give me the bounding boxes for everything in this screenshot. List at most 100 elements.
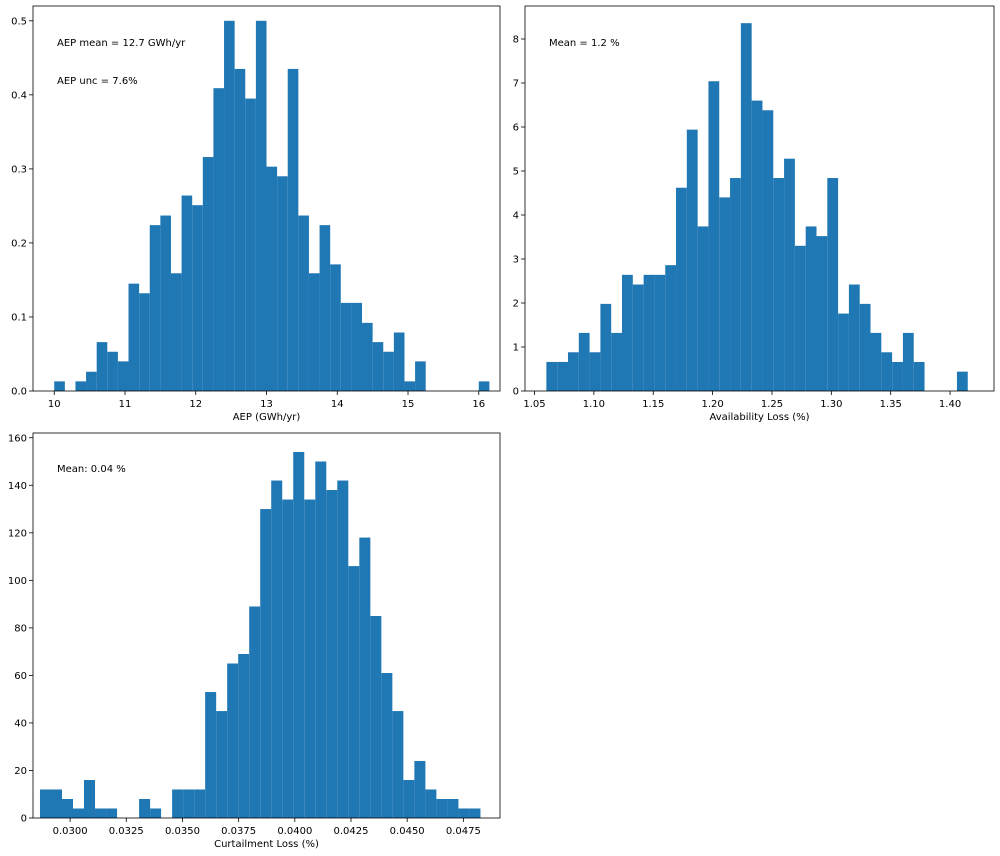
curtailment-bars bbox=[39, 452, 481, 818]
curtailment-x-ticks: 0.0300 0.0325 0.0350 0.0375 0.0400 0.0425 0.04… bbox=[53, 818, 481, 837]
availability-y-tick-label: 2 bbox=[513, 299, 519, 310]
availability-bar bbox=[794, 245, 806, 391]
availability-bars bbox=[546, 23, 968, 392]
availability-bar bbox=[600, 303, 612, 391]
aep-bars bbox=[54, 20, 490, 392]
aep-bar bbox=[96, 342, 108, 391]
availability-bar bbox=[665, 265, 677, 391]
aep-bar bbox=[340, 302, 352, 391]
aep-uncertainty-annotation: AEP unc = 7.6% bbox=[57, 76, 138, 87]
availability-y-tick-label: 0 bbox=[513, 387, 519, 398]
aep-x-tick-label: 14 bbox=[331, 399, 344, 410]
aep-bar bbox=[149, 225, 161, 391]
aep-bar bbox=[202, 157, 214, 391]
availability-bar bbox=[913, 361, 925, 391]
availability-bar bbox=[643, 274, 655, 391]
availability-mean-annotation: Mean = 1.2 % bbox=[549, 38, 620, 49]
curtailment-bar bbox=[205, 692, 217, 818]
availability-bar bbox=[773, 178, 785, 391]
availability-bar bbox=[902, 332, 914, 391]
curtailment-bar bbox=[304, 499, 316, 818]
availability-bar bbox=[870, 332, 882, 391]
availability-bar bbox=[578, 332, 590, 391]
aep-y-tick-label: 0.1 bbox=[11, 312, 27, 323]
aep-bar bbox=[181, 195, 193, 391]
availability-bar bbox=[557, 361, 568, 391]
aep-bar bbox=[372, 342, 384, 391]
aep-bar bbox=[478, 381, 490, 392]
availability-bar bbox=[567, 352, 579, 391]
availability-x-tick-label: 1.25 bbox=[761, 399, 783, 410]
availability-bar bbox=[611, 332, 622, 391]
curtailment-bar bbox=[183, 789, 195, 818]
curtailment-mean-annotation: Mean: 0.04 % bbox=[57, 464, 126, 475]
aep-bar bbox=[255, 20, 267, 392]
availability-bar bbox=[859, 303, 871, 391]
aep-bar bbox=[139, 293, 150, 391]
curtailment-bar bbox=[458, 808, 470, 818]
availability-bar bbox=[805, 226, 817, 391]
curtailment-bar bbox=[150, 808, 162, 818]
curtailment-y-tick-label: 20 bbox=[14, 766, 27, 777]
curtailment-y-ticks: 0 20 40 60 80 100 120 140 160 bbox=[8, 433, 33, 825]
curtailment-bar bbox=[238, 654, 250, 818]
aep-x-tick-label: 13 bbox=[260, 399, 273, 410]
curtailment-x-tick-label: 0.0450 bbox=[390, 826, 425, 837]
availability-bar bbox=[546, 361, 558, 391]
curtailment-bar bbox=[39, 789, 51, 818]
curtailment-bar bbox=[95, 808, 107, 818]
curtailment-y-tick-label: 120 bbox=[8, 528, 27, 539]
aep-y-tick-label: 0.5 bbox=[11, 16, 27, 27]
aep-bar bbox=[351, 302, 363, 391]
availability-axes-frame bbox=[524, 5, 995, 392]
aep-axes-frame bbox=[32, 5, 501, 392]
curtailment-x-tick-label: 0.0350 bbox=[165, 826, 200, 837]
availability-bar bbox=[816, 236, 828, 391]
availability-bar bbox=[827, 178, 839, 391]
availability-y-tick-label: 4 bbox=[513, 211, 519, 222]
availability-x-ticks: 1.05 1.10 1.15 1.20 1.25 1.30 1.35 1.40 bbox=[523, 391, 961, 410]
availability-x-tick-label: 1.40 bbox=[939, 399, 961, 410]
availability-y-tick-label: 1 bbox=[513, 343, 519, 354]
curtailment-bar bbox=[227, 663, 239, 818]
availability-bar bbox=[676, 187, 687, 391]
availability-x-tick-label: 1.15 bbox=[642, 399, 664, 410]
aep-bar bbox=[404, 381, 416, 392]
availability-bar bbox=[632, 284, 644, 391]
aep-y-tick-label: 0.0 bbox=[11, 387, 27, 398]
aep-bar bbox=[117, 361, 129, 391]
curtailment-y-tick-label: 60 bbox=[14, 671, 27, 682]
aep-bar bbox=[277, 176, 288, 391]
aep-bar bbox=[170, 273, 182, 391]
curtailment-x-axis-label: Curtailment Loss (%) bbox=[214, 839, 319, 850]
curtailment-bar bbox=[392, 711, 404, 818]
availability-x-tick-label: 1.35 bbox=[880, 399, 902, 410]
aep-bar bbox=[75, 381, 87, 392]
availability-x-tick-label: 1.20 bbox=[701, 399, 723, 410]
aep-x-tick-label: 12 bbox=[189, 399, 202, 410]
curtailment-bar bbox=[106, 808, 118, 818]
aep-bar bbox=[128, 283, 140, 391]
aep-x-axis-label: AEP (GWh/yr) bbox=[233, 412, 301, 423]
curtailment-x-tick-label: 0.0300 bbox=[53, 826, 88, 837]
aep-bar bbox=[213, 88, 225, 392]
availability-bar bbox=[838, 313, 849, 391]
aep-bar bbox=[330, 264, 341, 391]
curtailment-bar bbox=[447, 798, 459, 818]
aep-y-ticks: 0.0 0.1 0.2 0.3 0.4 0.5 bbox=[11, 16, 33, 398]
aep-bar bbox=[86, 371, 97, 391]
curtailment-bar bbox=[326, 490, 338, 818]
curtailment-bar bbox=[370, 615, 382, 818]
curtailment-bar bbox=[84, 779, 96, 818]
aep-bar bbox=[319, 225, 331, 391]
curtailment-y-tick-label: 100 bbox=[8, 576, 27, 587]
aep-histogram-panel: 10 11 12 13 14 15 16 0.0 0.1 0.2 0.3 0.4 0.5 AEP (G… bbox=[11, 5, 501, 423]
curtailment-bar bbox=[139, 798, 151, 818]
curtailment-bar bbox=[425, 789, 437, 818]
aep-bar bbox=[383, 351, 394, 391]
curtailment-bar bbox=[293, 452, 305, 818]
curtailment-bar bbox=[403, 779, 415, 818]
aep-bar bbox=[234, 68, 246, 392]
aep-y-tick-label: 0.2 bbox=[11, 238, 27, 249]
curtailment-x-tick-label: 0.0400 bbox=[277, 826, 312, 837]
